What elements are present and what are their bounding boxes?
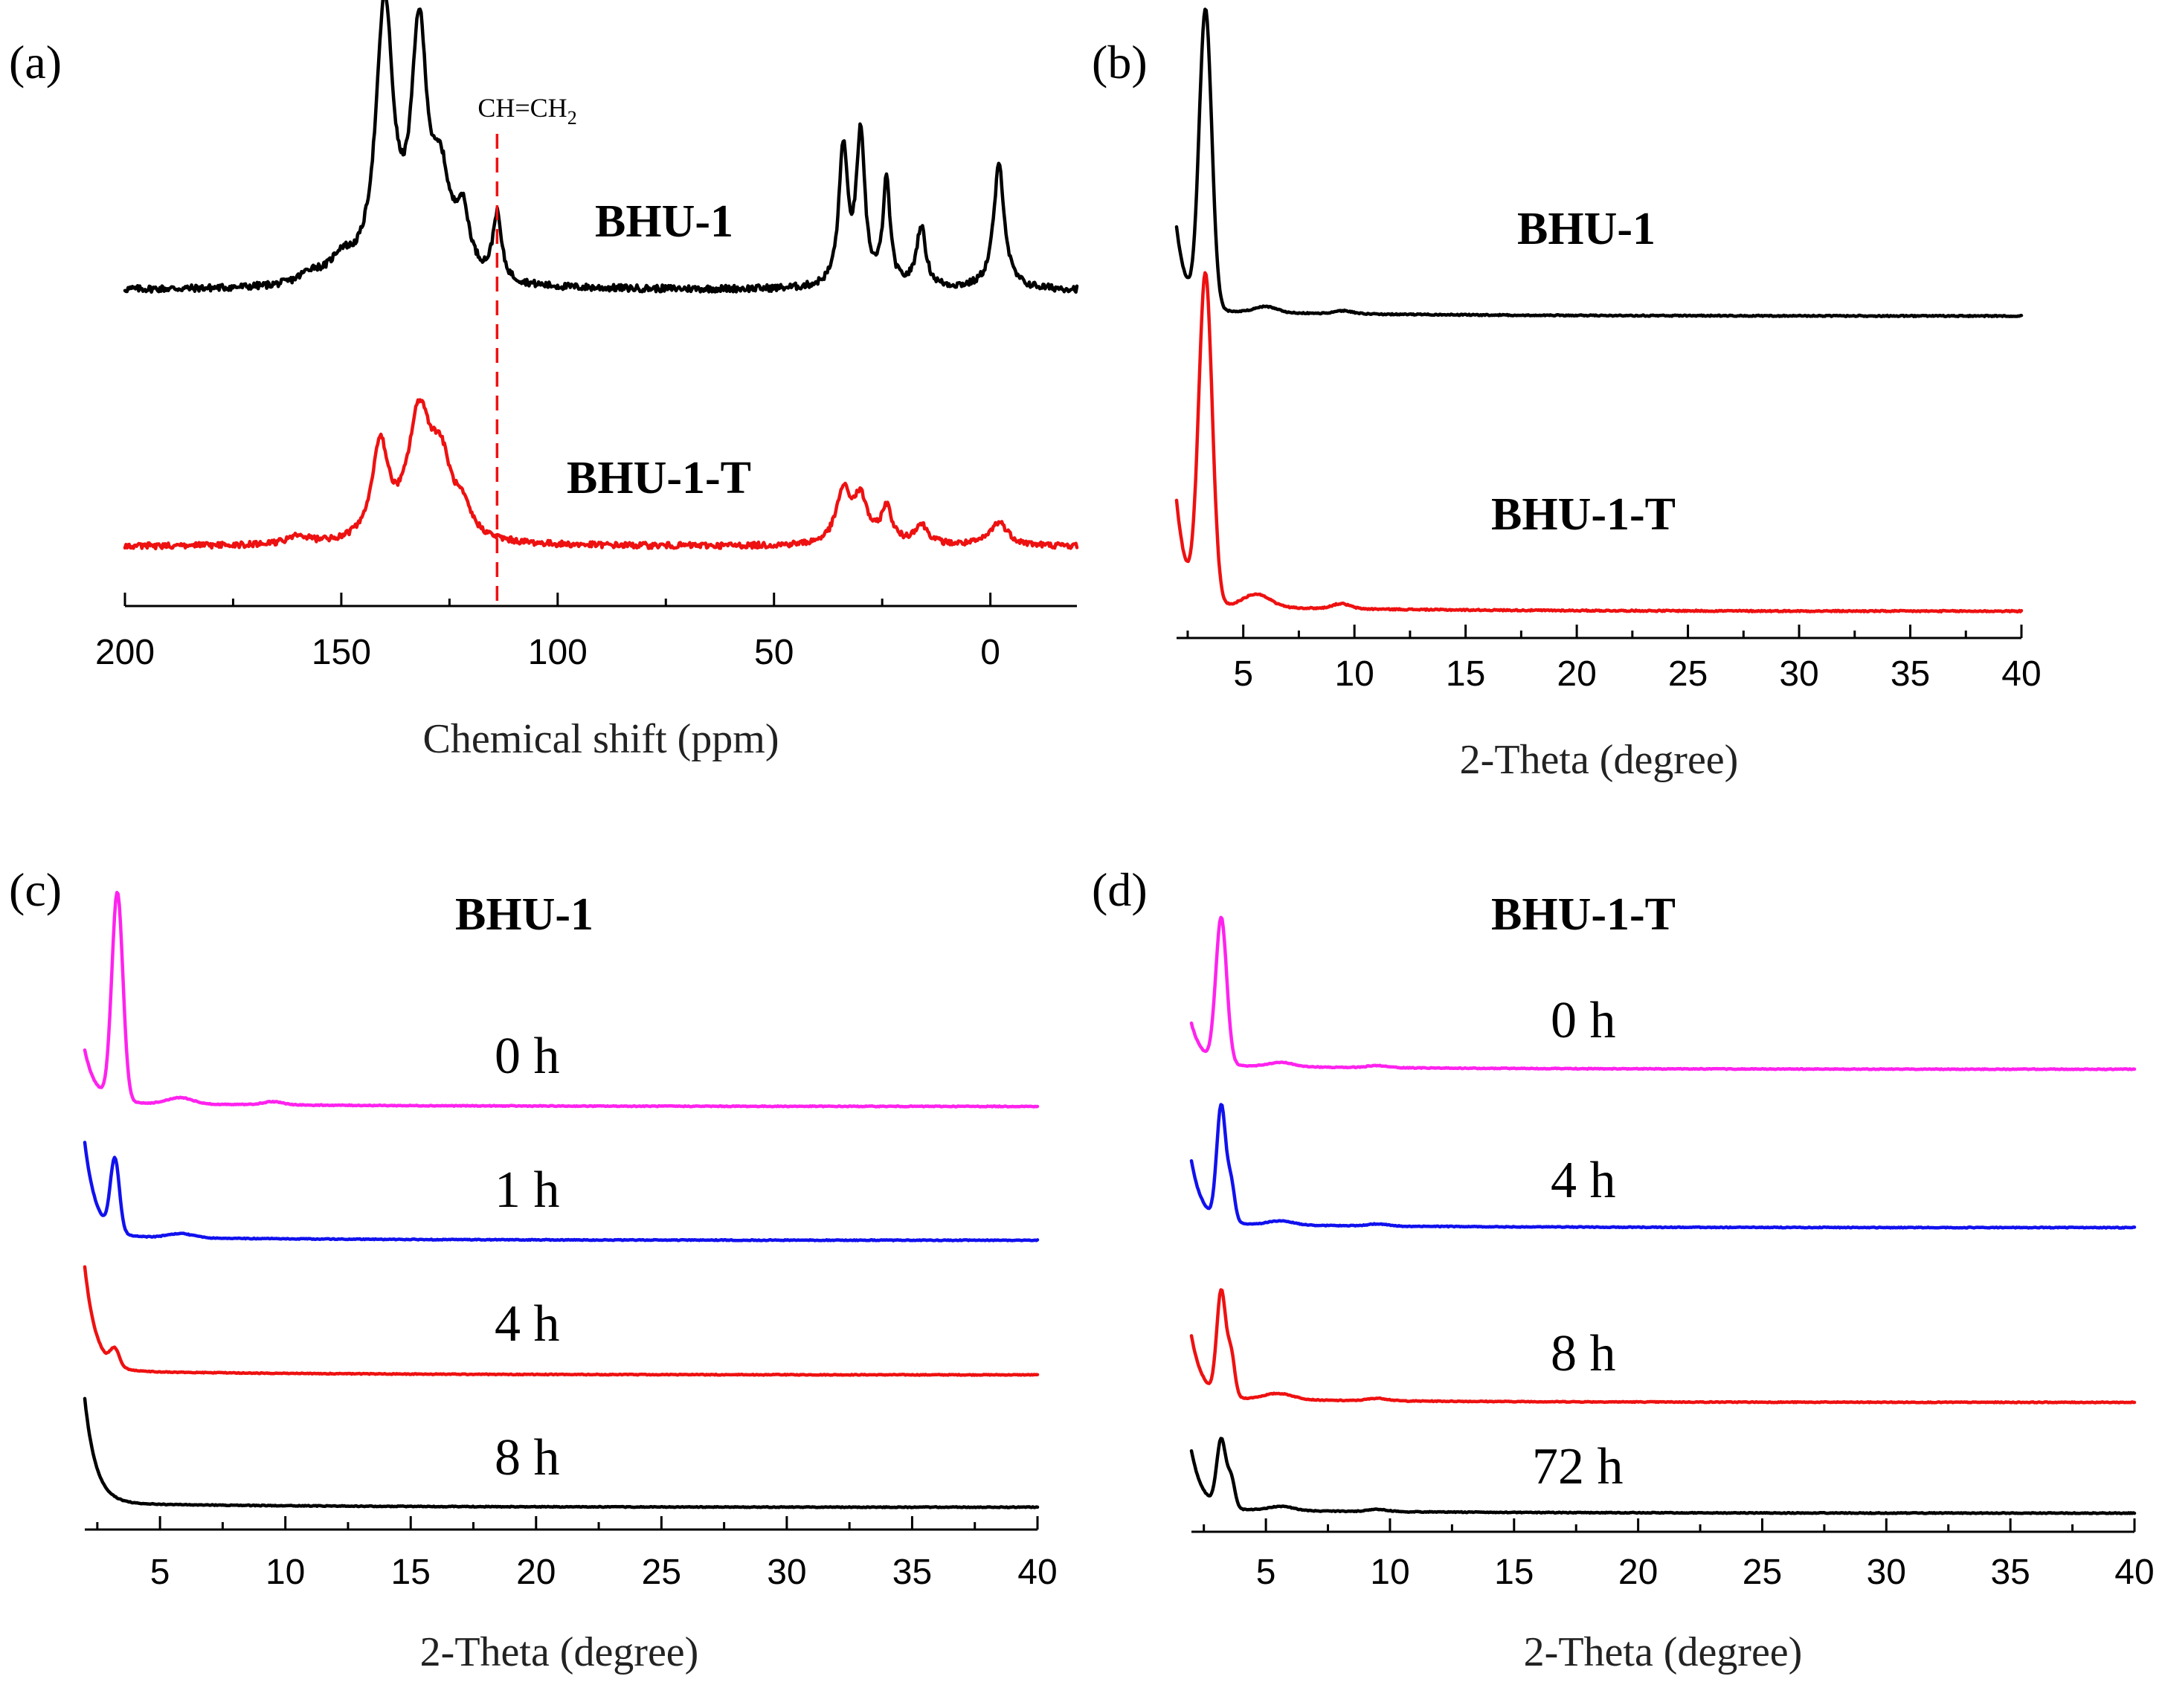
panel-b-series-label-bhu1t: BHU-1-T [1491, 489, 1676, 540]
xrd-series-line [1174, 271, 2024, 614]
panel-d-title: BHU-1-T [1491, 889, 1676, 940]
xrd-series-line [83, 1396, 1040, 1509]
panel-c-time-8h: 8 h [495, 1429, 560, 1486]
x-tick-label: 30 [1867, 1553, 1906, 1592]
panel-d-x-ticks: 5 10 15 20 25 30 35 40 [1203, 1518, 2155, 1592]
panel-d-xrd: (d) BHU-1-T 0 h 4 h 8 h 72 h 5 10 15 20 25 30… [1092, 863, 2155, 1675]
x-tick-label: 40 [2114, 1553, 2154, 1592]
x-tick-label: 15 [391, 1553, 431, 1592]
panel-b-x-ticks: 5 10 15 20 25 30 35 40 [1186, 625, 2042, 694]
panel-c-time-4h: 4 h [495, 1295, 560, 1353]
panel-b-series-label-bhu1: BHU-1 [1517, 204, 1656, 254]
panel-c-x-axis-title: 2-Theta (degree) [420, 1629, 699, 1675]
panel-b-label: (b) [1092, 36, 1148, 88]
x-tick-label: 5 [1256, 1553, 1276, 1592]
x-tick-label: 15 [1494, 1553, 1534, 1592]
panel-c-title: BHU-1 [455, 889, 593, 940]
x-tick-label: 20 [1557, 654, 1596, 694]
panel-a-series-label-bhu1t: BHU-1-T [567, 453, 751, 503]
x-tick-label: 10 [1370, 1553, 1409, 1592]
x-tick-label: 40 [1017, 1553, 1057, 1592]
panel-a-label: (a) [9, 36, 62, 88]
xrd-series-line [83, 1141, 1040, 1243]
panel-a-vinyl-annotation: CH=CH2 [477, 93, 576, 129]
panel-a-series-group [123, 0, 1079, 551]
x-tick-label: 5 [1233, 654, 1253, 694]
x-tick-label: 150 [312, 633, 371, 672]
nmr-series-line [123, 398, 1079, 551]
panel-c-series-group [83, 890, 1040, 1509]
panel-d-time-8h: 8 h [1551, 1325, 1616, 1382]
panel-c-time-1h: 1 h [495, 1161, 560, 1219]
x-tick-label: 5 [150, 1553, 170, 1592]
panel-c-xrd: (c) BHU-1 0 h 1 h 4 h 8 h 5 10 15 20 25 30 35 4… [9, 863, 1058, 1675]
x-tick-label: 25 [1668, 654, 1708, 694]
panel-d-time-0h: 0 h [1551, 992, 1616, 1049]
panel-d-time-72h: 72 h [1532, 1438, 1624, 1495]
xrd-series-line [1189, 1288, 2137, 1405]
panel-d-time-4h: 4 h [1551, 1152, 1616, 1209]
panel-b-series-group [1174, 7, 2024, 614]
panel-c-time-0h: 0 h [495, 1028, 560, 1085]
x-tick-label: 20 [1618, 1553, 1658, 1592]
panel-b-xrd: (b) BHU-1 BHU-1-T 5 10 15 20 25 30 35 40 2-Thet… [1092, 7, 2042, 783]
x-tick-label: 20 [516, 1553, 556, 1592]
x-tick-label: 35 [1990, 1553, 2030, 1592]
panel-d-series-group [1189, 915, 2137, 1515]
panel-d-label: (d) [1092, 863, 1148, 916]
x-tick-label: 10 [1334, 654, 1374, 694]
panel-a-series-label-bhu1: BHU-1 [595, 196, 733, 247]
panel-d-x-axis-title: 2-Theta (degree) [1524, 1629, 1803, 1675]
panel-c-x-ticks: 5 10 15 20 25 30 35 40 [96, 1516, 1058, 1592]
x-tick-label: 25 [1743, 1553, 1782, 1592]
annotation-main: CH=CH [477, 93, 567, 123]
panel-c-label: (c) [9, 863, 62, 916]
x-tick-label: 25 [642, 1553, 681, 1592]
x-tick-label: 0 [980, 633, 1000, 672]
x-tick-label: 10 [266, 1553, 305, 1592]
annotation-subscript: 2 [567, 107, 577, 129]
xrd-series-line [83, 1265, 1040, 1377]
xrd-series-line [83, 890, 1040, 1109]
x-tick-label: 200 [95, 633, 155, 672]
x-tick-label: 15 [1446, 654, 1485, 694]
panel-b-x-axis-title: 2-Theta (degree) [1460, 737, 1739, 783]
xrd-series-line [1174, 7, 2024, 318]
panel-a-x-axis-title: Chemical shift (ppm) [422, 716, 779, 762]
x-tick-label: 30 [1779, 654, 1818, 694]
x-tick-label: 100 [528, 633, 588, 672]
xrd-series-line [1189, 1103, 2137, 1230]
nmr-series-line [123, 0, 1079, 294]
x-tick-label: 40 [2001, 654, 2041, 694]
panel-a-nmr: (a) CH=CH2 BHU-1 BHU-1-T 200 150 100 50 0 Ch… [9, 0, 1079, 762]
x-tick-label: 35 [1891, 654, 1930, 694]
xrd-series-line [1189, 1437, 2137, 1515]
x-tick-label: 35 [892, 1553, 932, 1592]
xrd-series-line [1189, 915, 2137, 1071]
x-tick-label: 30 [767, 1553, 806, 1592]
panel-a-x-ticks: 200 150 100 50 0 [95, 593, 1000, 672]
x-tick-label: 50 [754, 633, 794, 672]
